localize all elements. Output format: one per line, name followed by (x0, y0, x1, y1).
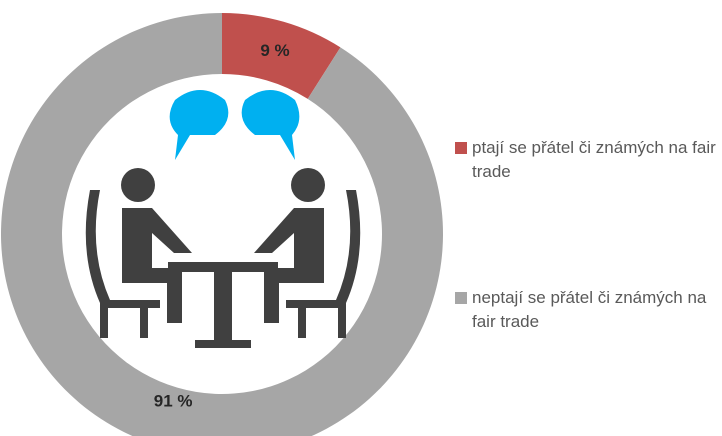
donut-slice (1, 13, 443, 436)
donut-slice (222, 13, 341, 99)
legend-item: ptají se přátel či známých na fair trade (455, 136, 717, 184)
chair (85, 190, 160, 338)
chair (286, 190, 361, 338)
legend-swatch (455, 142, 467, 154)
table-top (168, 262, 278, 272)
table-leg (214, 272, 232, 342)
speech-bubble (169, 90, 229, 160)
person-head (121, 168, 155, 202)
person-body (122, 208, 192, 323)
legend-swatch (455, 292, 467, 304)
table-foot (195, 340, 251, 348)
data-label: 9 % (260, 41, 289, 60)
person-head (291, 168, 325, 202)
slices (1, 13, 443, 436)
legend-label: ptají se přátel či známých na fair trade (472, 138, 716, 181)
data-label: 91 % (154, 392, 193, 411)
speech-bubble (241, 90, 300, 160)
meeting-icon (85, 90, 361, 348)
legend-item: neptají se přátel či známých na fair tra… (455, 286, 717, 334)
legend-label: neptají se přátel či známých na fair tra… (472, 288, 707, 331)
person-body (254, 208, 324, 323)
